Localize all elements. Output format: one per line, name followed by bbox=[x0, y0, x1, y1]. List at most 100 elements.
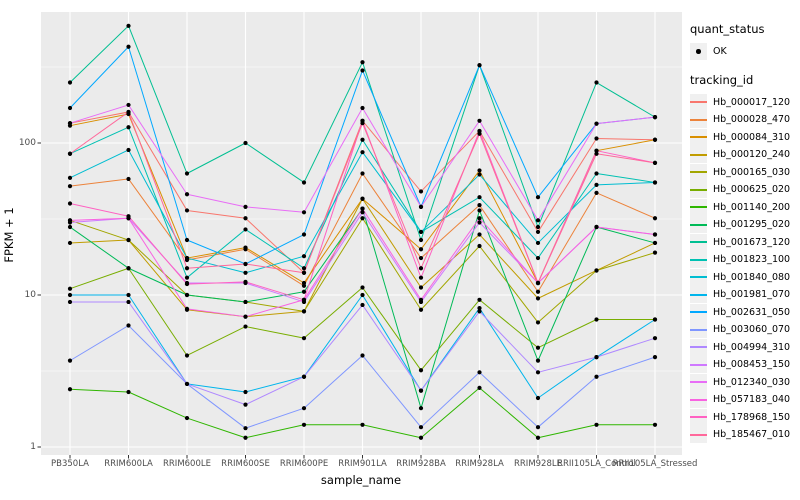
series-color-swatch bbox=[690, 328, 707, 331]
legend-item: Hb_003060_070 bbox=[690, 321, 798, 339]
legend-key-box bbox=[690, 356, 707, 374]
series-color-swatch bbox=[690, 433, 707, 436]
legend-item: Hb_012340_030 bbox=[690, 373, 798, 392]
data-point bbox=[243, 261, 248, 267]
data-point bbox=[243, 216, 248, 221]
data-point bbox=[418, 247, 424, 252]
series-color-swatch bbox=[690, 381, 707, 384]
data-point bbox=[477, 297, 482, 302]
legend-item: Hb_001981_070 bbox=[690, 286, 798, 304]
data-point bbox=[535, 345, 541, 350]
legend-item-label: Hb_000625_020 bbox=[713, 184, 791, 196]
legend-quant-status-title: quant_status bbox=[690, 22, 765, 36]
series-color-swatch bbox=[690, 293, 707, 296]
data-point bbox=[301, 280, 307, 286]
legend-key-box bbox=[690, 43, 707, 61]
legend-item-label: Hb_178968_150 bbox=[713, 411, 791, 423]
data-point bbox=[301, 180, 307, 185]
legend-item: Hb_178968_150 bbox=[690, 408, 798, 427]
data-point bbox=[243, 140, 248, 146]
legend-key-box bbox=[690, 303, 707, 321]
x-tick-label: RRII105LA_Stressed bbox=[612, 459, 698, 469]
legend-item-ok: OK bbox=[690, 43, 798, 61]
legend-item-label: Hb_003060_070 bbox=[713, 324, 791, 336]
data-point bbox=[126, 299, 131, 305]
data-point bbox=[477, 203, 482, 208]
data-point bbox=[243, 270, 248, 275]
data-point bbox=[301, 270, 307, 275]
series-color-swatch bbox=[690, 223, 707, 226]
data-point bbox=[184, 306, 190, 312]
data-point bbox=[477, 309, 482, 314]
legend-item-label: Hb_001140_200 bbox=[713, 201, 791, 213]
data-point bbox=[594, 80, 599, 85]
data-point bbox=[301, 232, 307, 237]
data-point bbox=[360, 353, 365, 358]
legend-tracking-items: Hb_000017_120 Hb_000028_470 Hb_000084_310 H… bbox=[690, 93, 798, 444]
legend-item: Hb_002631_050 bbox=[690, 303, 798, 322]
data-point bbox=[301, 254, 307, 259]
data-point bbox=[594, 148, 599, 153]
data-point bbox=[652, 216, 658, 221]
legend-key-box bbox=[690, 216, 707, 234]
data-point bbox=[243, 426, 248, 431]
data-point bbox=[67, 387, 73, 392]
legend-item: Hb_001823_100 bbox=[690, 251, 798, 269]
data-point bbox=[360, 422, 365, 427]
data-point bbox=[67, 105, 73, 111]
data-point bbox=[67, 299, 73, 305]
data-point bbox=[418, 266, 424, 271]
data-point bbox=[126, 102, 131, 108]
data-point bbox=[477, 131, 482, 136]
legend-item: Hb_001140_200 bbox=[690, 198, 798, 217]
legend-item-label: Hb_185467_010 bbox=[713, 429, 791, 441]
data-point bbox=[418, 388, 424, 393]
data-point bbox=[477, 243, 482, 249]
data-point bbox=[418, 307, 424, 312]
data-point bbox=[126, 109, 131, 115]
series-color-swatch bbox=[690, 346, 707, 349]
data-point bbox=[652, 115, 658, 120]
legend-key-box bbox=[690, 93, 707, 111]
legend-key-box bbox=[690, 163, 707, 181]
legend-item-label: Hb_012340_030 bbox=[713, 376, 791, 388]
legend-item: Hb_004994_310 bbox=[690, 338, 798, 357]
x-tick-label: PB350LA bbox=[51, 459, 89, 469]
data-point bbox=[477, 172, 482, 177]
legend-key-box bbox=[690, 408, 707, 426]
data-point bbox=[126, 237, 131, 243]
data-point bbox=[184, 381, 190, 387]
y-tick-label: 100 bbox=[18, 137, 36, 148]
data-point bbox=[535, 435, 541, 440]
data-point bbox=[535, 296, 541, 301]
data-point bbox=[535, 280, 541, 286]
legend-item: Hb_001840_080 bbox=[690, 268, 798, 287]
data-point bbox=[418, 435, 424, 440]
data-point bbox=[184, 171, 190, 176]
data-point bbox=[652, 317, 658, 322]
x-tick-label: RRIM928LA bbox=[455, 459, 504, 469]
data-point bbox=[535, 370, 541, 375]
data-point bbox=[301, 406, 307, 411]
data-point bbox=[301, 297, 307, 302]
data-point bbox=[477, 168, 482, 173]
legend-item-label: Hb_008453_150 bbox=[713, 359, 791, 371]
data-point bbox=[360, 137, 365, 142]
data-point bbox=[360, 105, 365, 111]
data-point bbox=[418, 255, 424, 261]
data-point bbox=[652, 336, 658, 341]
data-point bbox=[535, 240, 541, 246]
series-color-swatch bbox=[690, 416, 707, 419]
series-color-swatch bbox=[690, 398, 707, 401]
data-point bbox=[360, 68, 365, 73]
data-point bbox=[243, 435, 248, 440]
data-point bbox=[535, 229, 541, 235]
data-point bbox=[126, 323, 131, 328]
data-point bbox=[652, 355, 658, 360]
legend-item-label: Hb_001981_070 bbox=[713, 289, 791, 301]
data-point bbox=[67, 292, 73, 298]
data-point bbox=[360, 285, 365, 290]
data-point bbox=[652, 240, 658, 246]
data-point bbox=[301, 309, 307, 314]
data-point bbox=[67, 358, 73, 363]
